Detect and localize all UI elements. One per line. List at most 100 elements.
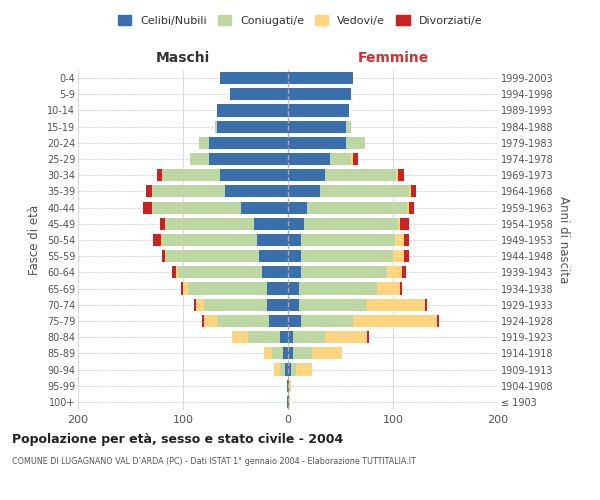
Bar (293, 331, 325, 343)
Bar (190, 153, 209, 165)
Bar (288, 364, 291, 376)
Y-axis label: Anni di nascita: Anni di nascita (557, 196, 570, 284)
Bar (161, 234, 162, 246)
Bar (287, 380, 288, 392)
Bar (178, 266, 262, 278)
Bar (280, 331, 288, 343)
Bar (151, 186, 225, 198)
Bar (301, 250, 393, 262)
Bar (291, 364, 296, 376)
Bar (196, 298, 204, 311)
Bar (367, 298, 425, 311)
Bar (288, 298, 299, 311)
Bar (143, 202, 151, 213)
Bar (288, 234, 301, 246)
Bar (330, 153, 351, 165)
Bar (230, 88, 288, 101)
Bar (152, 234, 161, 246)
Bar (288, 250, 301, 262)
Bar (411, 186, 416, 198)
Text: Femmine: Femmine (358, 51, 428, 65)
Bar (288, 266, 301, 278)
Bar (165, 250, 166, 262)
Bar (248, 331, 280, 343)
Bar (288, 202, 307, 213)
Bar (353, 315, 437, 327)
Bar (162, 169, 220, 181)
Y-axis label: Fasce di età: Fasce di età (28, 205, 41, 275)
Bar (288, 153, 330, 165)
Bar (254, 218, 288, 230)
Bar (269, 315, 288, 327)
Bar (176, 266, 178, 278)
Bar (400, 282, 403, 294)
Text: Maschi: Maschi (156, 51, 210, 65)
Bar (160, 218, 165, 230)
Bar (199, 137, 209, 149)
Bar (202, 315, 204, 327)
Bar (425, 298, 427, 311)
Bar (395, 234, 404, 246)
Bar (215, 120, 217, 132)
Bar (162, 234, 257, 246)
Bar (396, 169, 398, 181)
Bar (288, 380, 289, 392)
Bar (288, 88, 351, 101)
Bar (301, 234, 395, 246)
Bar (387, 266, 403, 278)
Bar (267, 298, 288, 311)
Bar (193, 298, 196, 311)
Bar (367, 331, 369, 343)
Bar (165, 218, 254, 230)
Bar (301, 315, 353, 327)
Bar (188, 282, 267, 294)
Bar (288, 348, 293, 360)
Bar (209, 137, 288, 149)
Bar (400, 218, 409, 230)
Bar (217, 120, 288, 132)
Bar (280, 364, 285, 376)
Bar (283, 348, 288, 360)
Bar (217, 315, 269, 327)
Bar (346, 120, 351, 132)
Bar (220, 72, 288, 84)
Bar (183, 282, 188, 294)
Bar (262, 266, 288, 278)
Bar (296, 364, 312, 376)
Bar (181, 282, 183, 294)
Bar (398, 218, 400, 230)
Bar (288, 218, 304, 230)
Bar (288, 137, 346, 149)
Bar (288, 396, 289, 408)
Bar (351, 153, 353, 165)
Bar (437, 315, 439, 327)
Bar (353, 153, 358, 165)
Bar (404, 250, 409, 262)
Bar (288, 315, 301, 327)
Bar (299, 282, 377, 294)
Bar (325, 169, 396, 181)
Bar (301, 266, 387, 278)
Bar (288, 169, 325, 181)
Bar (209, 153, 288, 165)
Bar (272, 348, 283, 360)
Bar (304, 218, 398, 230)
Bar (217, 104, 288, 117)
Bar (264, 348, 272, 360)
Bar (289, 396, 290, 408)
Bar (288, 282, 299, 294)
Bar (166, 250, 259, 262)
Bar (288, 186, 320, 198)
Bar (409, 186, 411, 198)
Bar (162, 250, 165, 262)
Bar (204, 315, 217, 327)
Bar (146, 186, 151, 198)
Bar (289, 380, 291, 392)
Bar (407, 202, 409, 213)
Bar (299, 298, 367, 311)
Bar (320, 186, 409, 198)
Bar (173, 266, 176, 278)
Bar (307, 202, 407, 213)
Bar (204, 298, 267, 311)
Bar (377, 282, 400, 294)
